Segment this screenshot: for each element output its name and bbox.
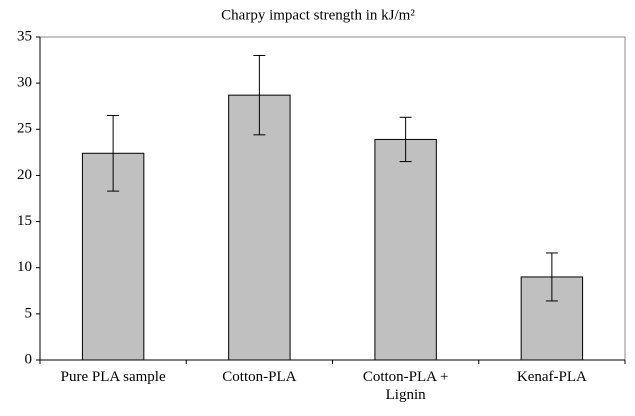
y-tick-label: 5	[25, 305, 33, 321]
bar	[374, 138, 437, 361]
x-tick-label: Cotton-PLA + Lignin	[362, 369, 449, 403]
y-tick-label: 15	[17, 213, 32, 229]
y-tick-label: 20	[17, 167, 32, 183]
chart-title: Charpy impact strength in kJ/m²	[221, 7, 415, 23]
x-tick-label: Cotton-PLA	[222, 369, 297, 385]
bar	[520, 276, 584, 361]
y-tick-label: 25	[17, 121, 32, 137]
y-tick-label: 10	[17, 259, 32, 275]
x-tick-label: Pure PLA sample	[60, 369, 166, 385]
x-tick-label: Kenaf-PLA	[516, 369, 587, 385]
y-tick-label: 35	[17, 28, 32, 44]
y-tick-label: 30	[17, 75, 32, 91]
y-tick-label: 0	[25, 351, 33, 367]
